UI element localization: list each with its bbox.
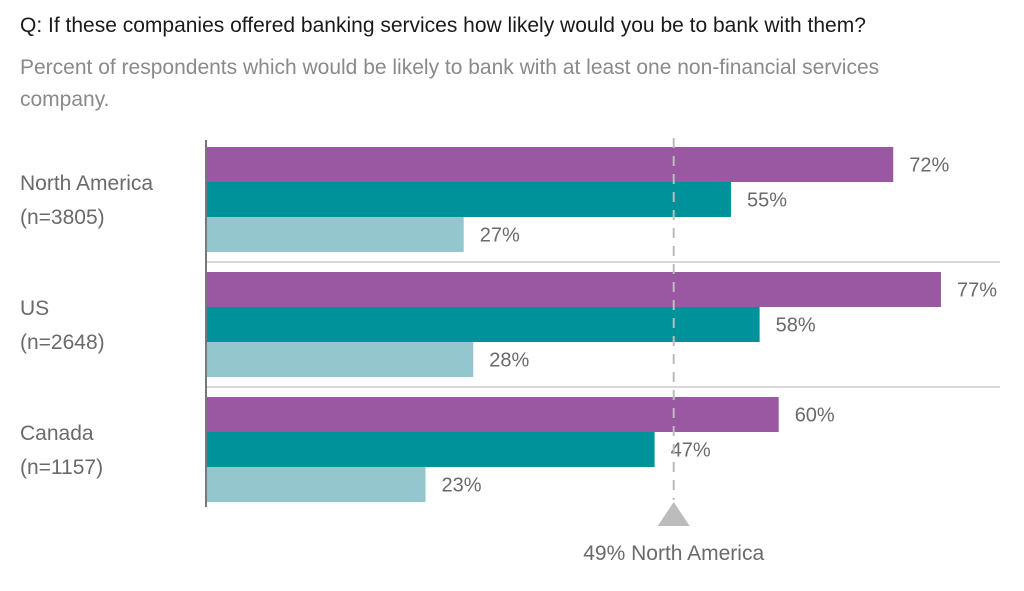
bar-series-2 bbox=[206, 182, 731, 217]
bar-series-1 bbox=[206, 147, 894, 182]
reference-marker-icon bbox=[657, 502, 690, 526]
chart-title: Q: If these companies offered banking se… bbox=[20, 14, 866, 37]
data-label: 28% bbox=[489, 350, 529, 372]
data-label: 60% bbox=[795, 405, 835, 427]
category-n-label: (n=2648) bbox=[20, 331, 105, 354]
bar-series-2 bbox=[206, 307, 760, 342]
bar-series-3 bbox=[206, 467, 426, 502]
bar-series-3 bbox=[206, 217, 464, 252]
category-label: North America bbox=[20, 172, 153, 195]
bar-series-1 bbox=[206, 272, 941, 307]
category-label: US bbox=[20, 297, 49, 320]
category-label: Canada bbox=[20, 422, 94, 445]
bar-series-1 bbox=[206, 397, 779, 432]
data-label: 23% bbox=[442, 475, 482, 497]
data-label: 77% bbox=[957, 280, 997, 302]
category-n-label: (n=3805) bbox=[20, 206, 105, 229]
chart-subtitle: Percent of respondents which would be li… bbox=[20, 56, 880, 111]
data-label: 58% bbox=[776, 315, 816, 337]
reference-label: 49% North America bbox=[583, 542, 764, 565]
data-label: 47% bbox=[671, 440, 711, 462]
data-label: 72% bbox=[909, 155, 949, 177]
category-n-label: (n=1157) bbox=[20, 456, 103, 479]
bar-series-2 bbox=[206, 432, 655, 467]
data-label: 55% bbox=[747, 190, 787, 212]
bar-series-3 bbox=[206, 342, 474, 377]
data-label: 27% bbox=[480, 225, 520, 247]
